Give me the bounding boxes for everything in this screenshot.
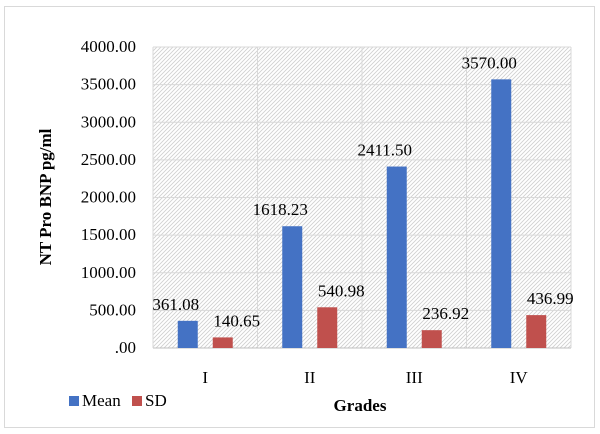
- x-axis-title: Grades: [334, 396, 387, 415]
- bar-sd-III: [421, 330, 442, 348]
- y-tick-label: 3000.00: [81, 112, 136, 131]
- data-label-sd-IV: 436.99: [527, 289, 574, 308]
- y-tick-label: 1500.00: [81, 225, 136, 244]
- legend-swatch-sd: [132, 396, 142, 406]
- y-axis-title: NT Pro BNP pg/ml: [36, 128, 55, 265]
- data-label-mean-III: 2411.50: [357, 141, 412, 160]
- data-label-mean-I: 361.08: [152, 295, 199, 314]
- data-labels: 361.08 140.65 1618.23 540.98 2411.50 236.92 35…: [152, 53, 573, 330]
- y-tick-label: .00: [115, 338, 136, 357]
- bar-sd-II: [317, 307, 338, 348]
- data-label-sd-I: 140.65: [213, 311, 260, 330]
- bar-mean-I: [177, 320, 198, 348]
- bar-mean-II: [282, 226, 303, 348]
- bar-mean-III: [386, 166, 407, 348]
- bar-sd-I: [212, 337, 233, 348]
- legend-label-mean: Mean: [82, 391, 121, 410]
- x-tick-labels: I II III IV: [202, 368, 528, 387]
- x-tick-label: I: [202, 368, 208, 387]
- bar-sd-IV: [526, 315, 547, 348]
- y-tick-label: 2500.00: [81, 150, 136, 169]
- bars: [177, 79, 547, 349]
- x-tick-label: III: [406, 368, 423, 387]
- y-tick-label: 2000.00: [81, 188, 136, 207]
- y-tick-label: 4000.00: [81, 37, 136, 56]
- bar-mean-IV: [491, 79, 512, 349]
- data-label-sd-III: 236.92: [422, 304, 469, 323]
- legend-swatch-mean: [69, 396, 79, 406]
- y-tick-label: 500.00: [89, 300, 136, 319]
- legend-label-sd: SD: [145, 391, 167, 410]
- x-tick-label: IV: [510, 368, 529, 387]
- data-label-mean-II: 1618.23: [253, 200, 308, 219]
- y-tick-label: 3500.00: [81, 75, 136, 94]
- data-label-sd-II: 540.98: [318, 281, 365, 300]
- y-tick-labels: .00 500.00 1000.00 1500.00 2000.00 2500.00 300…: [81, 37, 136, 357]
- x-tick-label: II: [304, 368, 316, 387]
- data-label-mean-IV: 3570.00: [462, 53, 517, 72]
- legend: Mean SD: [69, 391, 167, 410]
- y-tick-label: 1000.00: [81, 263, 136, 282]
